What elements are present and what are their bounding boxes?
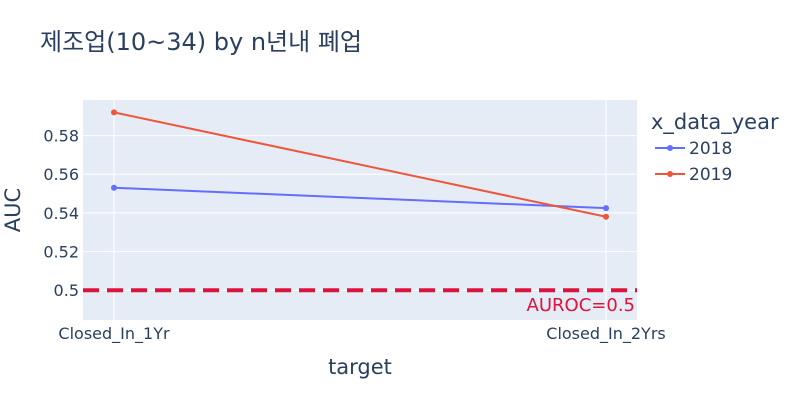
legend-item-2019: 2019 <box>655 165 732 185</box>
data-point <box>603 205 609 212</box>
legend-title: x_data_year <box>651 110 779 135</box>
y-tick-label: 0.52 <box>43 243 79 262</box>
y-tick-label: 0.56 <box>43 165 79 184</box>
legend-label: 2019 <box>689 165 732 185</box>
y-tick-label: 0.54 <box>43 204 79 223</box>
y-axis-title: AUC <box>1 188 25 232</box>
series-group <box>111 109 609 220</box>
series-line <box>113 186 607 210</box>
legend-item-2018: 2018 <box>655 139 732 159</box>
data-point <box>111 109 117 116</box>
x-axis-ticks: Closed_In_1Yr Closed_In_2Yrs <box>58 324 665 344</box>
x-axis-title: target <box>328 355 392 379</box>
series-2019 <box>111 109 609 220</box>
legend-label: 2018 <box>689 139 732 159</box>
reference-line-label: AUROC=0.5 <box>527 295 635 316</box>
data-point <box>111 184 117 191</box>
data-point <box>603 213 609 220</box>
plot-area <box>83 100 637 320</box>
chart-title: 제조업(10~34) by n년내 폐업 <box>40 28 362 56</box>
x-tick-label: Closed_In_1Yr <box>58 324 170 344</box>
reference-line-group: AUROC=0.5 <box>83 288 637 316</box>
y-tick-label: 0.58 <box>43 127 79 146</box>
series-line <box>113 111 607 218</box>
series-2018 <box>111 184 609 212</box>
y-tick-label: 0.5 <box>54 281 79 300</box>
legend: x_data_year 2018 2019 <box>651 110 779 185</box>
y-axis-ticks: 0.5 0.52 0.54 0.56 0.58 <box>43 127 79 301</box>
legend-swatch-marker <box>667 171 673 177</box>
legend-swatch-marker <box>667 145 673 151</box>
x-tick-label: Closed_In_2Yrs <box>546 324 665 344</box>
